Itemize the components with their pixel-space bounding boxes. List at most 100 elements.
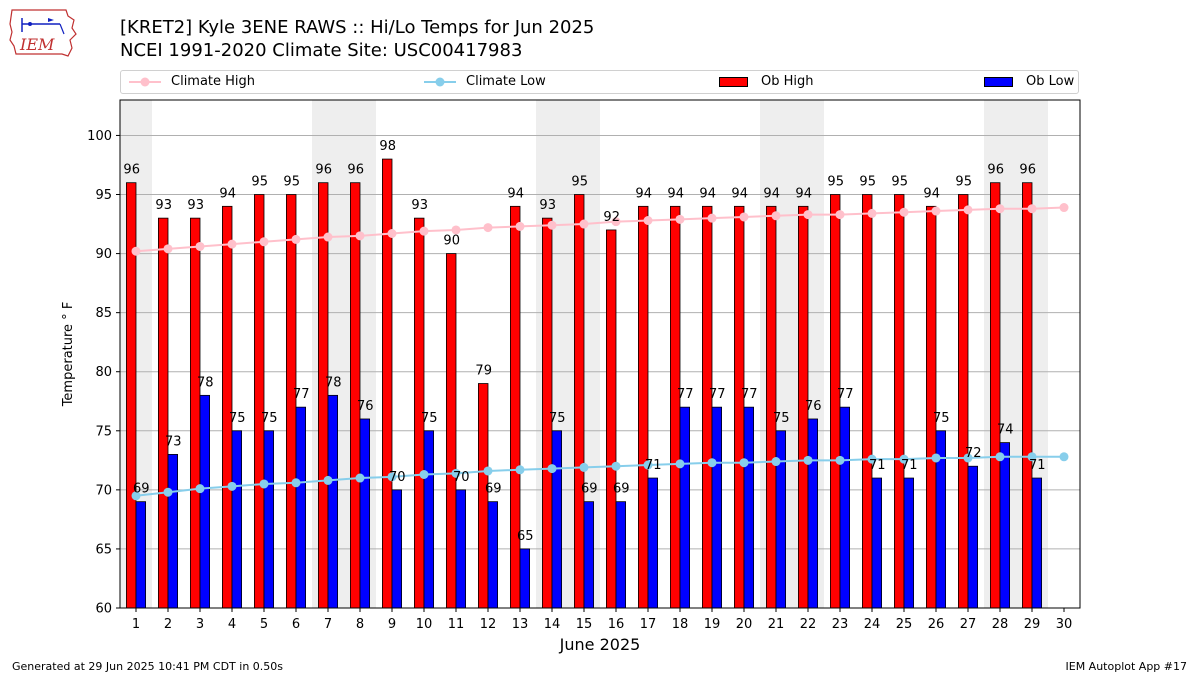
climate-high-point [675,214,685,224]
ob-high-bar [317,182,329,609]
climate-low-point [291,478,301,488]
ob-high-bar [702,205,713,609]
x-tick-label: 5 [260,617,268,632]
ob-high-bar [638,205,649,609]
ob-high-value-label: 96 [1019,163,1036,178]
ob-low-bar [327,394,339,609]
ob-low-bar [1031,477,1043,609]
climate-low-point [355,473,365,483]
y-tick-label: 90 [95,247,112,262]
ob-high-bar [894,194,905,609]
ob-high-value-label: 94 [667,186,684,201]
app-note: IEM Autoplot App #17 [1065,660,1188,673]
climate-low-point [451,468,461,478]
x-tick-label: 8 [356,617,364,632]
ob-low-bar [551,430,563,609]
ob-high-value-label: 95 [283,175,300,190]
climate-high-point [163,244,173,254]
ob-high-value-label: 95 [571,175,588,190]
ob-low-bar [455,489,467,609]
climate-low-point [803,455,813,465]
x-tick-label: 29 [1024,617,1041,632]
ob-low-bar [839,406,851,609]
climate-low-point [995,452,1005,462]
ob-low-bar [903,477,915,609]
ob-low-bar [199,394,211,609]
ob-high-value-label: 94 [219,186,236,201]
ob-high-value-label: 98 [379,139,396,154]
climate-low-point [707,458,717,468]
ob-low-bar [487,501,499,609]
ob-low-bar [615,501,627,609]
ob-high-value-label: 94 [763,186,780,201]
ob-high-value-label: 90 [443,234,460,249]
ob-high-value-label: 94 [635,186,652,201]
chart-title: [KRET2] Kyle 3ENE RAWS :: Hi/Lo Temps fo… [120,17,595,38]
climate-high-point [515,221,525,231]
y-tick-label: 100 [87,129,112,144]
x-tick-label: 30 [1056,617,1073,632]
climate-high-point [899,207,909,217]
ob-low-bar [231,430,243,609]
climate-high-point [451,225,461,235]
ob-high-bar [990,182,1001,609]
ob-low-bar [583,501,595,609]
ob-high-value-label: 96 [347,163,364,178]
x-tick-label: 20 [736,617,753,632]
climate-high-point [803,210,813,220]
climate-high-point [867,208,877,218]
ob-high-value-label: 96 [123,163,140,178]
legend-label-ob-low: Ob Low [1026,74,1075,89]
ob-low-bar [711,406,723,609]
climate-low-line [135,455,1064,497]
ob-low-value-label: 77 [677,387,694,402]
ob-high-bar [509,205,521,609]
ob-low-value-label: 71 [901,458,918,473]
ob-low-value-label: 74 [997,423,1014,438]
ob-low-value-label: 75 [549,411,566,426]
climate-low-point [227,481,237,491]
ob-high-value-label: 95 [955,175,972,190]
climate-low-point [419,470,429,480]
climate-high-point [1027,204,1037,214]
climate-high-point [419,226,429,236]
climate-high-point [995,204,1005,214]
climate-high-point [483,223,493,233]
climate-high-point [707,213,717,223]
ob-high-bar [381,158,393,609]
ob-low-bar [871,477,883,609]
x-tick-label: 11 [448,617,465,632]
ob-low-value-label: 65 [517,529,534,544]
y-tick-label: 85 [95,306,112,321]
climate-high-point [195,241,205,251]
ob-high-bar [862,194,873,609]
ob-low-value-label: 77 [837,387,854,402]
ob-low-swatch [984,77,1013,87]
y-tick-label: 80 [95,365,112,380]
ob-high-bar [1022,182,1033,609]
climate-low-point [1027,452,1037,462]
ob-low-bar [135,501,147,609]
ob-high-bar [221,205,233,609]
ob-high-value-label: 79 [475,364,492,379]
ob-low-value-label: 69 [581,482,598,497]
x-tick-label: 12 [480,617,497,632]
ob-low-value-label: 78 [325,375,342,390]
x-tick-label: 27 [960,617,977,632]
ob-high-value-label: 94 [507,186,524,201]
climate-high-point [643,216,653,226]
ob-low-value-label: 77 [293,387,310,402]
ob-high-bar [670,205,681,609]
ob-low-value-label: 70 [453,470,470,485]
ob-low-value-label: 71 [645,458,662,473]
climate-high-point [259,237,269,247]
ob-high-value-label: 93 [187,198,204,213]
y-tick-label: 70 [95,483,112,498]
climate-low-point [515,465,525,475]
ob-low-value-label: 75 [261,411,278,426]
climate-high-point [835,210,845,220]
ob-high-bar [126,182,137,609]
ob-low-value-label: 75 [421,411,438,426]
ob-low-value-label: 71 [1029,458,1046,473]
ob-low-bar [295,406,307,609]
